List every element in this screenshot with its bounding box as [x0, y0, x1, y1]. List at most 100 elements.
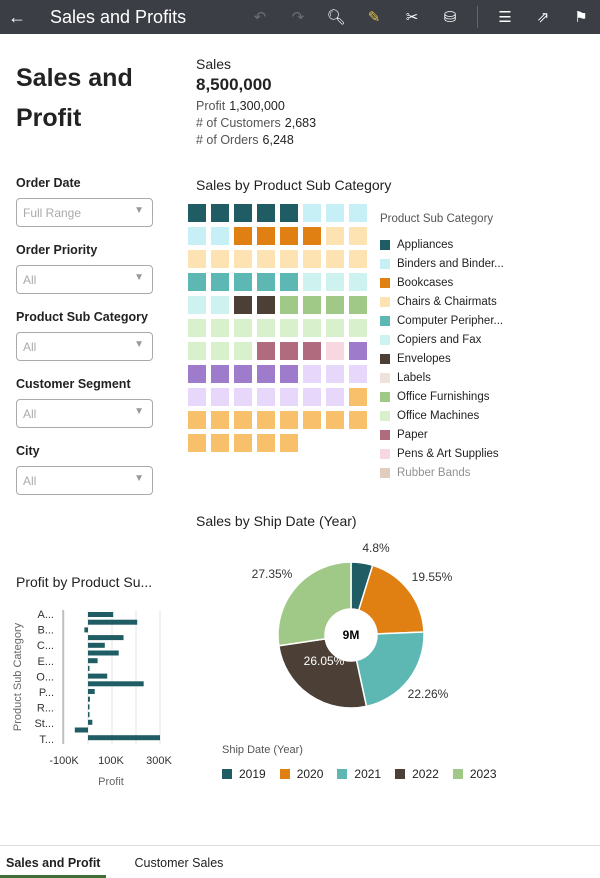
waffle-cell[interactable]: [303, 365, 321, 383]
waffle-cell[interactable]: [257, 227, 275, 245]
waffle-cell[interactable]: [211, 388, 229, 406]
legend-item[interactable]: Appliances: [380, 235, 504, 254]
waffle-cell[interactable]: [303, 204, 321, 222]
tab-customer-sales[interactable]: Customer Sales: [134, 856, 224, 870]
waffle-cell[interactable]: [326, 227, 344, 245]
waffle-cell[interactable]: [234, 319, 252, 337]
waffle-cell[interactable]: [326, 388, 344, 406]
legend-item[interactable]: 2020: [279, 767, 323, 781]
bar[interactable]: [88, 658, 98, 664]
waffle-cell[interactable]: [211, 365, 229, 383]
waffle-cell[interactable]: [188, 227, 206, 245]
waffle-cell[interactable]: [303, 342, 321, 360]
waffle-cell[interactable]: [234, 411, 252, 429]
waffle-cell[interactable]: [257, 296, 275, 314]
filter-dropdown[interactable]: All ▼: [16, 399, 153, 428]
back-arrow-icon[interactable]: ←: [8, 6, 26, 27]
filter-dropdown[interactable]: All ▼: [16, 466, 153, 495]
waffle-cell[interactable]: [280, 204, 298, 222]
waffle-cell[interactable]: [280, 388, 298, 406]
waffle-cell[interactable]: [211, 204, 229, 222]
comment-icon[interactable]: ☰: [498, 9, 512, 26]
waffle-cell[interactable]: [257, 273, 275, 291]
waffle-cell[interactable]: [234, 342, 252, 360]
waffle-cell[interactable]: [257, 411, 275, 429]
bar[interactable]: [88, 704, 90, 710]
waffle-cell[interactable]: [280, 319, 298, 337]
waffle-cell[interactable]: [211, 250, 229, 268]
waffle-cell[interactable]: [188, 434, 206, 452]
waffle-cell[interactable]: [188, 273, 206, 291]
waffle-cell[interactable]: [257, 365, 275, 383]
bar[interactable]: [88, 619, 138, 625]
export-icon[interactable]: ⇗: [536, 9, 550, 26]
bar[interactable]: [88, 681, 144, 687]
waffle-cell[interactable]: [326, 296, 344, 314]
waffle-cell[interactable]: [326, 204, 344, 222]
waffle-cell[interactable]: [211, 319, 229, 337]
waffle-cell[interactable]: [326, 250, 344, 268]
waffle-cell[interactable]: [280, 296, 298, 314]
waffle-cell[interactable]: [349, 204, 367, 222]
bookmark-icon[interactable]: ⚑: [574, 9, 588, 26]
legend-item[interactable]: Labels: [380, 368, 504, 387]
bar[interactable]: [74, 727, 88, 733]
waffle-cell[interactable]: [234, 250, 252, 268]
waffle-cell[interactable]: [234, 365, 252, 383]
bar[interactable]: [88, 719, 93, 725]
waffle-cell[interactable]: [280, 227, 298, 245]
waffle-cell[interactable]: [303, 411, 321, 429]
legend-item[interactable]: Bookcases: [380, 273, 504, 292]
waffle-cell[interactable]: [326, 411, 344, 429]
waffle-cell[interactable]: [234, 434, 252, 452]
waffle-cell[interactable]: [211, 434, 229, 452]
waffle-cell[interactable]: [280, 250, 298, 268]
bar[interactable]: [88, 689, 95, 694]
bar[interactable]: [88, 735, 160, 741]
waffle-cell[interactable]: [303, 273, 321, 291]
waffle-cell[interactable]: [303, 388, 321, 406]
legend-item[interactable]: Rubber Bands: [380, 463, 504, 482]
pie-slice[interactable]: [357, 564, 425, 635]
waffle-cell[interactable]: [257, 250, 275, 268]
waffle-cell[interactable]: [234, 204, 252, 222]
legend-item[interactable]: Office Machines: [380, 406, 504, 425]
waffle-cell[interactable]: [280, 273, 298, 291]
waffle-cell[interactable]: [188, 342, 206, 360]
bar[interactable]: [88, 635, 124, 641]
legend-item[interactable]: Chairs & Chairmats: [380, 292, 504, 311]
waffle-cell[interactable]: [257, 204, 275, 222]
waffle-cell[interactable]: [349, 250, 367, 268]
tools-icon[interactable]: ✂: [405, 9, 419, 26]
legend-item[interactable]: 2022: [395, 767, 439, 781]
pie-slice[interactable]: [277, 561, 352, 647]
bar[interactable]: [88, 665, 90, 671]
waffle-cell[interactable]: [188, 250, 206, 268]
waffle-cell[interactable]: [234, 227, 252, 245]
waffle-cell[interactable]: [188, 388, 206, 406]
waffle-cell[interactable]: [211, 227, 229, 245]
pie-slice[interactable]: [277, 637, 368, 709]
waffle-cell[interactable]: [303, 227, 321, 245]
filter-dropdown[interactable]: Full Range ▼: [16, 198, 153, 227]
legend-item[interactable]: Paper: [380, 425, 504, 444]
waffle-cell[interactable]: [303, 319, 321, 337]
waffle-cell[interactable]: [303, 296, 321, 314]
waffle-cell[interactable]: [188, 319, 206, 337]
waffle-cell[interactable]: [188, 365, 206, 383]
waffle-cell[interactable]: [349, 273, 367, 291]
legend-item[interactable]: Office Furnishings: [380, 387, 504, 406]
waffle-cell[interactable]: [257, 342, 275, 360]
legend-item[interactable]: Computer Peripher...: [380, 311, 504, 330]
edit-icon[interactable]: ✎: [367, 9, 381, 26]
waffle-cell[interactable]: [234, 296, 252, 314]
zoom-search-icon[interactable]: 🔍︎: [326, 9, 346, 26]
waffle-cell[interactable]: [188, 204, 206, 222]
waffle-cell[interactable]: [257, 434, 275, 452]
waffle-cell[interactable]: [349, 365, 367, 383]
bar[interactable]: [88, 642, 105, 648]
waffle-cell[interactable]: [188, 411, 206, 429]
waffle-cell[interactable]: [280, 342, 298, 360]
tab-sales-and-profit[interactable]: Sales and Profit: [0, 846, 107, 878]
undo-icon[interactable]: ↶: [253, 9, 267, 26]
